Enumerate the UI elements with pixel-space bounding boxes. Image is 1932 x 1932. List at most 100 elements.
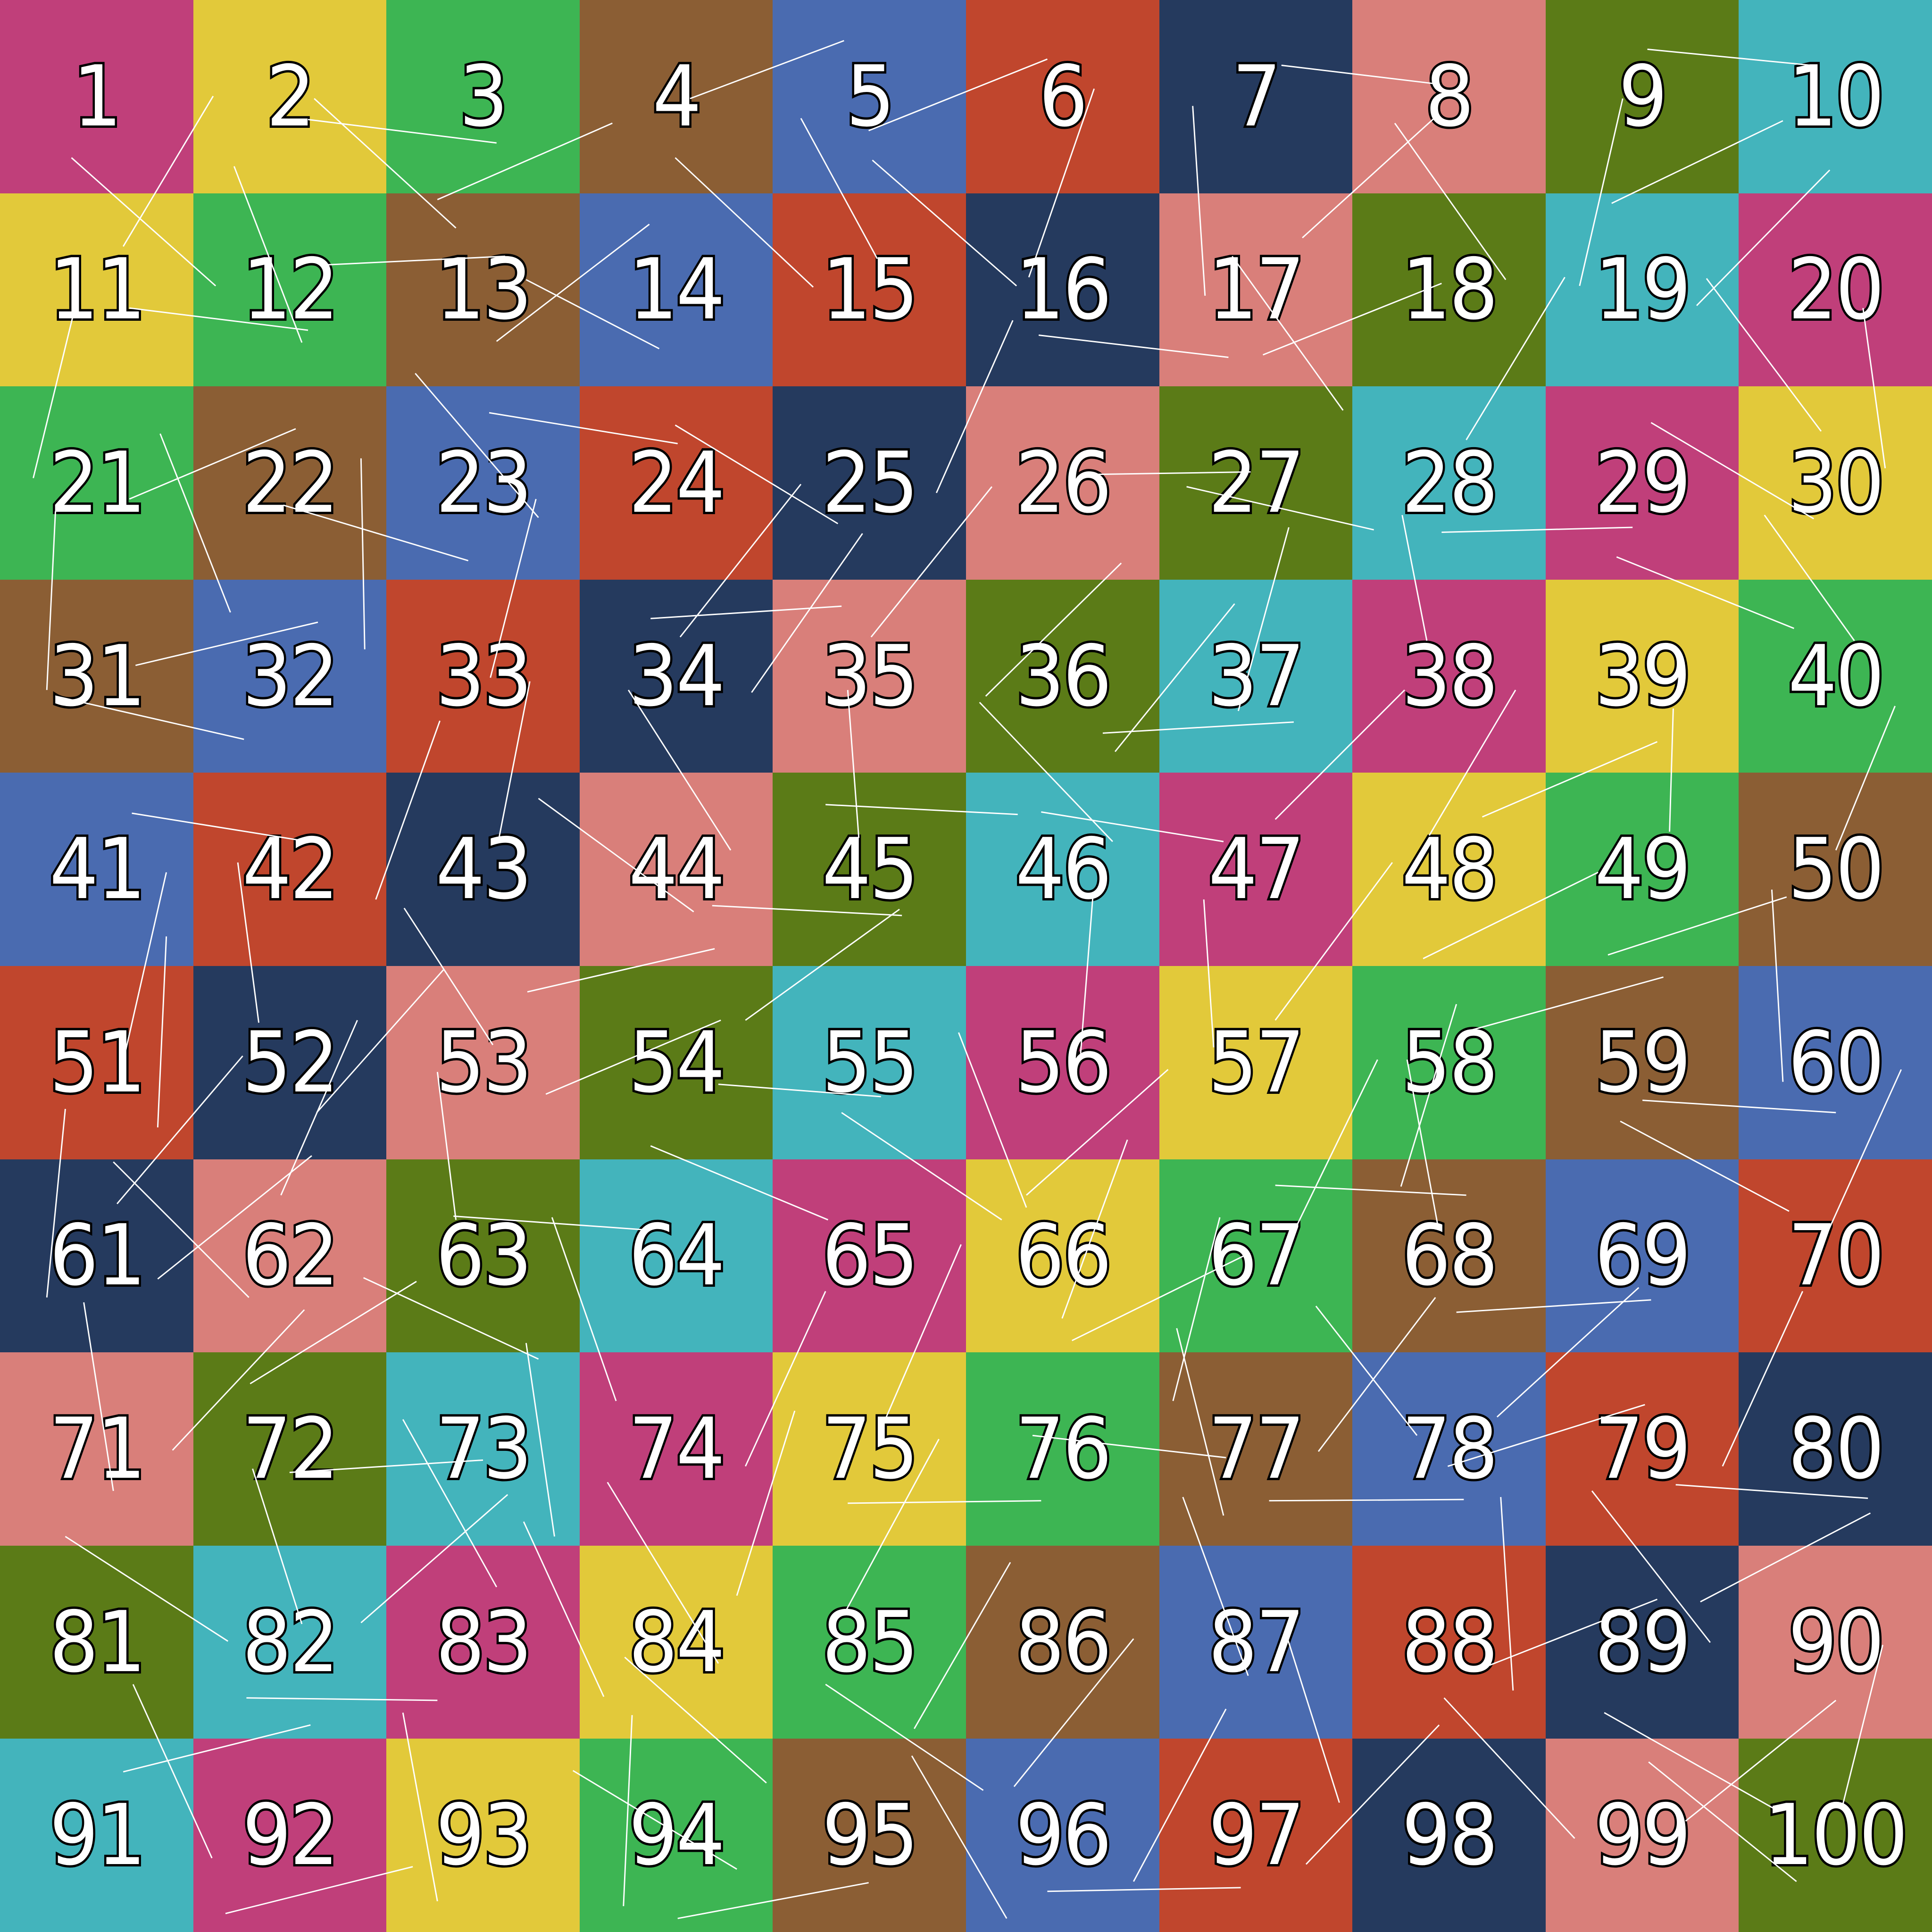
cell-number: 52 bbox=[240, 1013, 341, 1111]
cell-number: 22 bbox=[240, 433, 341, 532]
grid-cell: 95 bbox=[773, 1739, 966, 1932]
grid-cell: 55 bbox=[773, 966, 966, 1159]
cell-number: 87 bbox=[1206, 1593, 1307, 1691]
cell-number: 11 bbox=[47, 241, 148, 339]
grid-cell: 65 bbox=[773, 1159, 966, 1353]
cell-number: 3 bbox=[457, 47, 510, 145]
grid-cell: 13 bbox=[386, 193, 580, 387]
grid-cell: 71 bbox=[0, 1352, 193, 1546]
cell-number: 12 bbox=[240, 241, 341, 339]
grid-cell: 37 bbox=[1159, 579, 1353, 773]
cell-number: 34 bbox=[626, 627, 727, 725]
grid-cell: 79 bbox=[1545, 1352, 1739, 1546]
cell-number: 41 bbox=[47, 820, 148, 918]
grid-cell: 39 bbox=[1545, 579, 1739, 773]
grid-cell: 8 bbox=[1352, 0, 1546, 193]
grid-cell: 3 bbox=[386, 0, 580, 193]
cell-number: 64 bbox=[626, 1207, 727, 1305]
cell-number: 58 bbox=[1399, 1013, 1500, 1111]
cell-number: 51 bbox=[47, 1013, 148, 1111]
cell-number: 48 bbox=[1399, 820, 1500, 918]
grid-cell: 98 bbox=[1352, 1739, 1546, 1932]
cell-number: 20 bbox=[1786, 241, 1887, 339]
cell-number: 56 bbox=[1013, 1013, 1114, 1111]
cell-number: 15 bbox=[820, 241, 921, 339]
cell-number: 47 bbox=[1206, 820, 1307, 918]
cell-number: 89 bbox=[1592, 1593, 1693, 1691]
grid-cell: 52 bbox=[193, 966, 387, 1159]
grid-cell: 58 bbox=[1352, 966, 1546, 1159]
grid-cell: 9 bbox=[1545, 0, 1739, 193]
cell-number: 32 bbox=[240, 627, 341, 725]
cell-number: 82 bbox=[240, 1593, 341, 1691]
grid-cell: 40 bbox=[1739, 579, 1932, 773]
cell-number: 96 bbox=[1013, 1786, 1114, 1884]
cell-number: 95 bbox=[820, 1786, 921, 1884]
cell-number: 43 bbox=[433, 820, 534, 918]
cell-number: 23 bbox=[433, 433, 534, 532]
cell-number: 8 bbox=[1423, 47, 1476, 145]
cell-number: 57 bbox=[1206, 1013, 1307, 1111]
cell-number: 88 bbox=[1399, 1593, 1500, 1691]
cell-number: 66 bbox=[1013, 1207, 1114, 1305]
cell-number: 45 bbox=[820, 820, 921, 918]
cell-number: 65 bbox=[820, 1207, 921, 1305]
grid-cell: 33 bbox=[386, 579, 580, 773]
grid-cell: 18 bbox=[1352, 193, 1546, 387]
grid-cell: 87 bbox=[1159, 1545, 1353, 1739]
cell-number: 30 bbox=[1786, 433, 1887, 532]
cell-number: 44 bbox=[626, 820, 727, 918]
cell-number: 73 bbox=[433, 1399, 534, 1498]
cell-number: 14 bbox=[626, 241, 727, 339]
cell-number: 1 bbox=[71, 47, 124, 145]
grid-cell: 27 bbox=[1159, 386, 1353, 580]
grid-cell: 48 bbox=[1352, 773, 1546, 966]
grid-cell: 66 bbox=[966, 1159, 1159, 1353]
grid-cell: 19 bbox=[1545, 193, 1739, 387]
grid-cell: 77 bbox=[1159, 1352, 1353, 1546]
cell-number: 61 bbox=[47, 1207, 148, 1305]
grid-cell: 12 bbox=[193, 193, 387, 387]
grid-cell: 69 bbox=[1545, 1159, 1739, 1353]
grid-cell: 31 bbox=[0, 579, 193, 773]
cell-number: 5 bbox=[843, 47, 897, 145]
grid-cell: 53 bbox=[386, 966, 580, 1159]
cell-number: 27 bbox=[1206, 433, 1307, 532]
grid-cell: 20 bbox=[1739, 193, 1932, 387]
grid-cell: 88 bbox=[1352, 1545, 1546, 1739]
cell-number: 9 bbox=[1616, 47, 1670, 145]
cell-number: 50 bbox=[1786, 820, 1887, 918]
grid-cell: 42 bbox=[193, 773, 387, 966]
cell-number: 42 bbox=[240, 820, 341, 918]
cell-number: 62 bbox=[240, 1207, 341, 1305]
cell-number: 59 bbox=[1592, 1013, 1693, 1111]
cell-number: 90 bbox=[1786, 1593, 1887, 1691]
grid-cell: 4 bbox=[579, 0, 773, 193]
grid-cell: 43 bbox=[386, 773, 580, 966]
cell-number: 19 bbox=[1592, 241, 1693, 339]
cell-number: 40 bbox=[1786, 627, 1887, 725]
grid-cell: 67 bbox=[1159, 1159, 1353, 1353]
cell-number: 36 bbox=[1013, 627, 1114, 725]
grid-cell: 92 bbox=[193, 1739, 387, 1932]
grid-cell: 7 bbox=[1159, 0, 1353, 193]
grid-cell: 64 bbox=[579, 1159, 773, 1353]
grid-cell: 11 bbox=[0, 193, 193, 387]
grid-cell: 32 bbox=[193, 579, 387, 773]
cell-number: 71 bbox=[47, 1399, 148, 1498]
cell-number: 85 bbox=[820, 1593, 921, 1691]
grid-cell: 44 bbox=[579, 773, 773, 966]
cell-number: 97 bbox=[1206, 1786, 1307, 1884]
cell-number: 83 bbox=[433, 1593, 534, 1691]
grid-cell: 25 bbox=[773, 386, 966, 580]
grid-cell: 93 bbox=[386, 1739, 580, 1932]
cell-number: 70 bbox=[1786, 1207, 1887, 1305]
cell-number: 31 bbox=[47, 627, 148, 725]
cell-number: 13 bbox=[433, 241, 534, 339]
grid-cell: 6 bbox=[966, 0, 1159, 193]
grid-cell: 45 bbox=[773, 773, 966, 966]
grid-cell: 80 bbox=[1739, 1352, 1932, 1546]
cell-number: 16 bbox=[1013, 241, 1114, 339]
